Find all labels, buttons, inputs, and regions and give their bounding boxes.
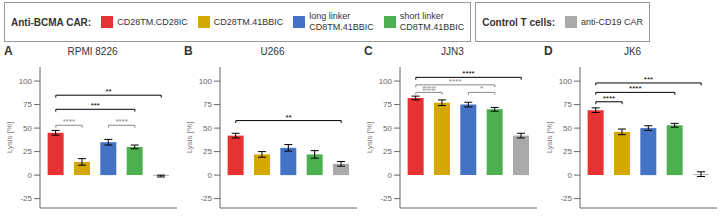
html-text:Control T cells:: Control T cells: [482,16,556,28]
svg-text:-25: -25 [200,194,212,203]
html-text:RPMI 8226: RPMI 8226 [67,46,118,57]
svg-text:75: 75 [23,100,32,109]
svg-text:***: *** [91,101,100,110]
html-text:B: B [184,44,193,58]
svg-text:**: ** [285,113,291,122]
svg-text:50: 50 [23,124,32,133]
svg-text:-25: -25 [20,194,32,203]
svg-text:75: 75 [203,100,212,109]
svg-text:Lysis [%]: Lysis [%] [365,122,374,154]
svg-text:Lysis [%]: Lysis [%] [8,122,14,154]
svg-text:50: 50 [203,124,212,133]
svg-text:100: 100 [199,77,213,86]
svg-text:25: 25 [383,147,392,156]
html-text:CD28TM.CD28IC: CD28TM.CD28IC [117,16,188,27]
html-text:short linker: short linker [399,11,444,21]
html-text:CD28TM.41BBIC: CD28TM.41BBIC [213,16,284,27]
svg-text:*: * [480,84,483,93]
svg-text:0: 0 [28,171,33,180]
svg-text:0: 0 [388,171,393,180]
svg-text:Lysis [%]: Lysis [%] [185,122,194,154]
svg-text:75: 75 [383,100,392,109]
svg-text:***: *** [644,75,653,84]
html-text:long linker: long linker [309,11,351,21]
svg-text:50: 50 [563,124,572,133]
html-text:Anti-BCMA CAR:: Anti-BCMA CAR: [11,16,92,28]
svg-text:25: 25 [23,147,32,156]
svg-text:100: 100 [379,77,393,86]
html-text:U266: U266 [260,46,285,57]
svg-text:**: ** [105,87,111,96]
html-text:JK6: JK6 [623,46,642,57]
svg-text:****: **** [462,69,474,78]
svg-text:Lysis [%]: Lysis [%] [545,122,554,154]
svg-text:75: 75 [563,100,572,109]
svg-text:50: 50 [383,124,392,133]
html-text:JJN3: JJN3 [441,46,464,57]
svg-text:25: 25 [203,147,212,156]
svg-text:****: **** [115,117,127,126]
svg-text:-25: -25 [380,194,392,203]
svg-text:****: **** [603,94,615,103]
svg-text:100: 100 [559,77,573,86]
svg-text:-25: -25 [560,194,572,203]
svg-text:25: 25 [563,147,572,156]
svg-text:****: **** [63,117,75,126]
svg-text:0: 0 [208,171,213,180]
html-text:A: A [4,44,13,58]
html-text:CD8TM.41BBIC: CD8TM.41BBIC [399,22,465,32]
svg-text:****: **** [629,84,641,93]
html-text:D: D [544,44,553,58]
svg-text:100: 100 [19,77,33,86]
svg-text:0: 0 [568,171,573,180]
svg-text:****: **** [449,77,461,86]
svg-text:###: ### [422,84,436,93]
html-text:CD8TM.41BBIC: CD8TM.41BBIC [309,22,374,32]
html-text:anti-CD19 CAR: anti-CD19 CAR [581,16,644,27]
html-text:C: C [364,44,373,58]
